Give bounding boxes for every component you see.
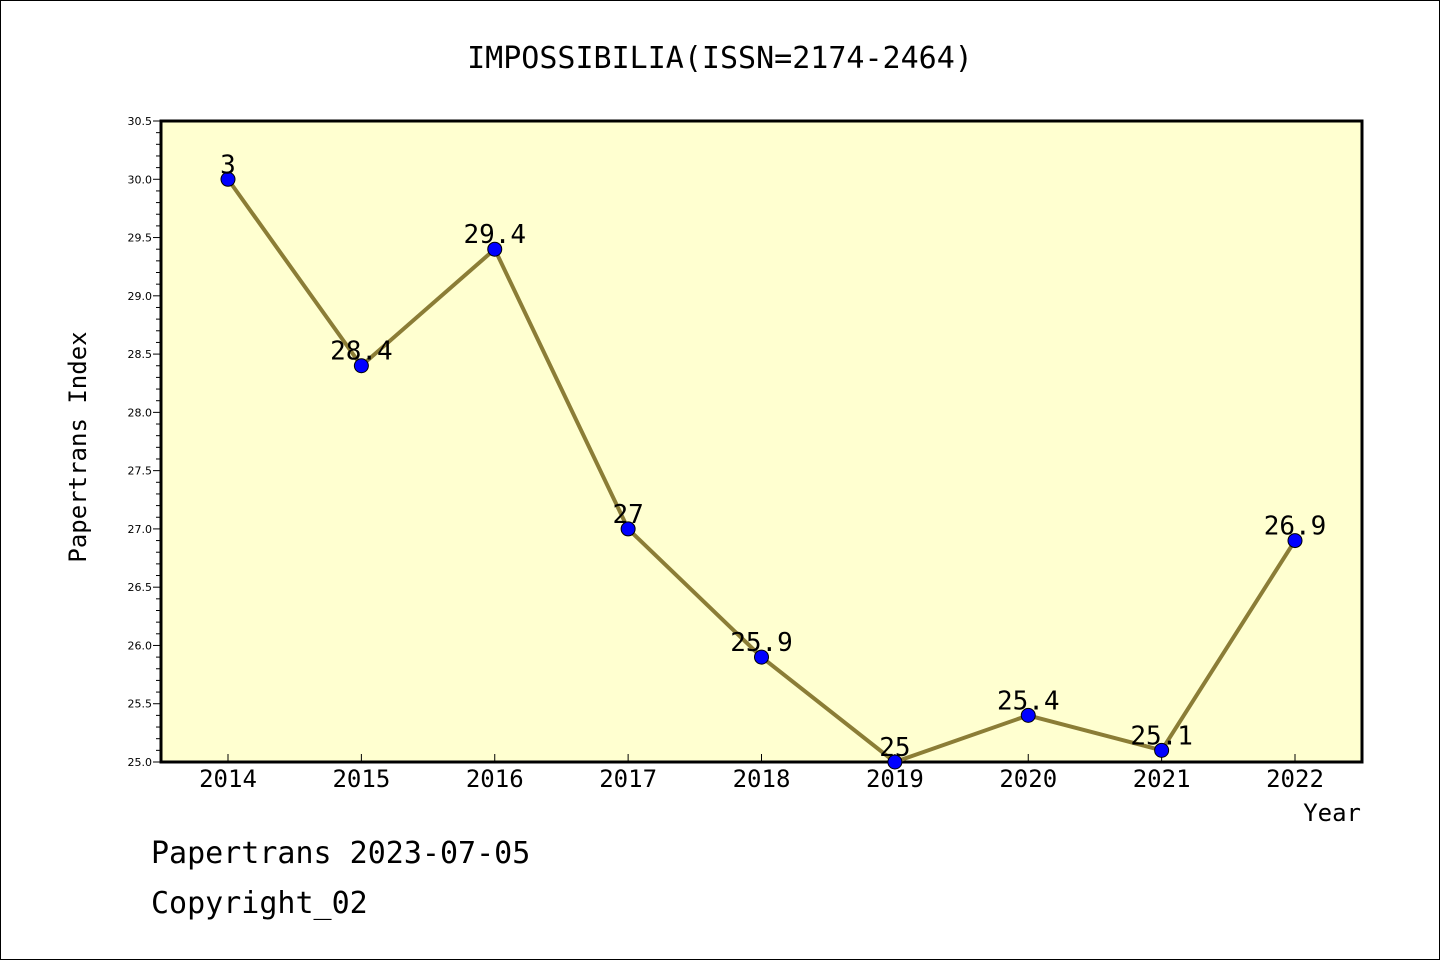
y-tick-label: 26.0 <box>128 639 153 652</box>
x-tick-label: 2018 <box>733 765 791 793</box>
x-axis-label: Year <box>1303 799 1361 827</box>
chart-title: IMPOSSIBILIA(ISSN=2174-2464) <box>467 41 973 76</box>
data-point <box>353 358 369 374</box>
footer-copyright: Copyright_02 <box>151 886 368 921</box>
data-point <box>1154 742 1170 758</box>
data-label: 28.4 <box>330 337 393 367</box>
data-point <box>620 521 636 537</box>
x-tick-label: 2014 <box>199 765 257 793</box>
x-tick-label: 2019 <box>866 765 924 793</box>
data-point <box>487 241 503 257</box>
y-tick-label: 25.5 <box>128 698 153 711</box>
plot-border <box>159 119 1364 764</box>
x-tick-label: 2016 <box>466 765 524 793</box>
data-point <box>754 649 769 665</box>
y-tick-label: 27.0 <box>128 523 153 536</box>
y-tick-label: 29.0 <box>128 290 153 303</box>
data-label: 26.9 <box>1264 512 1327 542</box>
data-label: 25 <box>879 733 910 763</box>
y-tick-label: 25.0 <box>128 756 153 769</box>
y-tick-label: 30.5 <box>128 115 153 128</box>
y-tick-label: 28.0 <box>128 406 153 419</box>
x-tick-label: 2022 <box>1266 765 1324 793</box>
x-tick-labels: 2014 2015 2016 2017 2018 2019 2020 2021 2022 <box>199 765 1324 793</box>
y-tick-label: 26.5 <box>128 581 153 594</box>
data-label: 25.9 <box>730 628 793 658</box>
y-tick-label: 28.5 <box>128 348 153 361</box>
plot-area <box>161 121 1362 762</box>
x-tick-label: 2020 <box>999 765 1057 793</box>
data-label: 25.4 <box>997 686 1060 716</box>
footer-date: Papertrans 2023-07-05 <box>151 836 531 871</box>
data-point <box>1287 533 1303 549</box>
data-label: 27 <box>612 500 643 530</box>
x-tick-label: 2015 <box>332 765 390 793</box>
data-label: 29.4 <box>463 220 526 250</box>
data-label: 3 <box>220 150 236 180</box>
series-layer: 3 28.4 29.4 27 25.9 25 25.4 25.1 26.9 <box>220 150 1327 770</box>
data-point <box>887 754 903 770</box>
y-tick-label: 30.0 <box>128 173 153 186</box>
y-tick-label: 29.5 <box>128 232 153 245</box>
y-tick-labels: 25.0 25.5 26.0 26.5 27.0 27.5 28.0 28.5 29.0 29.5… <box>128 115 153 769</box>
data-point <box>220 171 236 187</box>
y-axis-label: Papertrans Index <box>64 331 92 562</box>
x-tick-label: 2017 <box>599 765 657 793</box>
data-label: 25.1 <box>1130 721 1193 751</box>
data-point <box>1020 707 1036 723</box>
y-tick-label: 27.5 <box>128 465 153 478</box>
x-tick-label: 2021 <box>1133 765 1191 793</box>
